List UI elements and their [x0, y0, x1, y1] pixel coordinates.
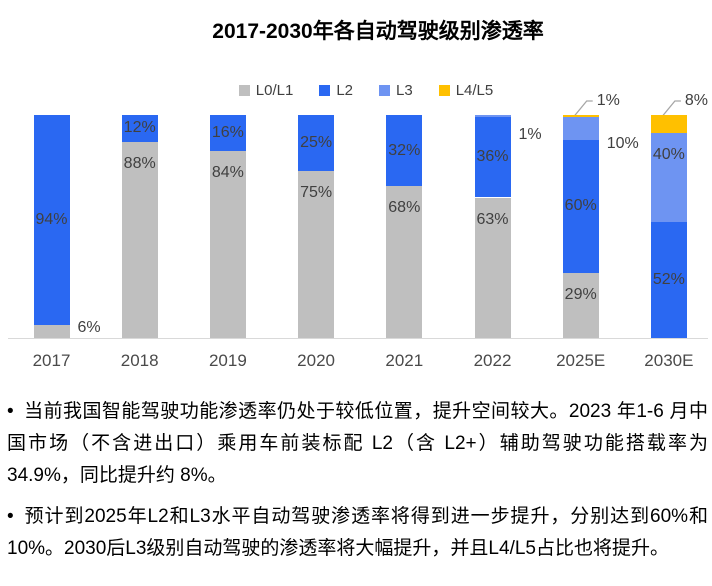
bar-segment-2021-l2: [386, 115, 423, 187]
data-label-2018-l0-l1: 88%: [123, 154, 156, 172]
data-label-2017-l2: 94%: [35, 210, 68, 228]
data-label-2022-l2: 36%: [476, 148, 509, 166]
data-label-2020-l2: 25%: [300, 133, 333, 151]
data-label-2018-l2: 12%: [123, 119, 156, 137]
stacked-bar-chart: 6% 94% 2017 88% 12% 2018 84% 16% 2019 75% 25% 2020 6…: [8, 92, 709, 370]
data-label-2021-l2: 32%: [388, 141, 421, 159]
summary-bullets: • 当前我国智能驾驶功能渗透率仍处于较低位置，提升空间较大。2023 年1-6 月…: [7, 396, 708, 574]
legend-swatch-icon: [438, 85, 450, 96]
bullet-paragraph: • 当前我国智能驾驶功能渗透率仍处于较低位置，提升空间较大。2023 年1-6 月…: [7, 396, 708, 492]
data-label-2030E-l4-l5: 8%: [684, 92, 709, 109]
bullet-text: 当前我国智能驾驶功能渗透率仍处于较低位置，提升空间较大。2023 年1-6 月中…: [7, 401, 708, 486]
legend-swatch-icon: [319, 85, 331, 96]
chart-legend: L0/L1 L2 L3 L4/L5: [20, 82, 712, 99]
bar-segment-2020-l2: [298, 115, 335, 171]
data-label-2020-l0-l1: 75%: [300, 183, 333, 201]
data-label-2019-l0-l1: 84%: [211, 163, 244, 181]
data-label-2025E-l0-l1: 29%: [564, 286, 597, 304]
bar-segment-2022-l3: [474, 115, 511, 118]
legend-label: L2: [336, 82, 353, 99]
x-axis-label-2030E: 2030E: [644, 351, 694, 370]
bar-segment-2017-l0-l1: [33, 324, 70, 338]
bullet-icon: •: [7, 506, 14, 527]
x-axis-label-2022: 2022: [473, 351, 512, 370]
data-label-2022-l0-l1: 63%: [476, 210, 509, 228]
data-label-2019-l2: 16%: [211, 123, 244, 141]
bar-segment-2021-l0-l1: [386, 186, 423, 338]
bullet-icon: •: [7, 401, 14, 422]
bar-segment-2030E-l4-l5: [650, 115, 687, 133]
legend-label: L0/L1: [255, 82, 294, 99]
x-axis-label-2021: 2021: [385, 351, 424, 370]
bar-segment-2030E-l2: [650, 222, 687, 338]
data-label-2022-l3: 1%: [518, 126, 542, 144]
bar-segment-2018-l0-l1: [121, 141, 158, 338]
data-label-2017-l0-l1: 6%: [77, 319, 101, 337]
bar-segment-2019-l0-l1: [209, 150, 246, 338]
legend-swatch-icon: [238, 85, 250, 96]
legend-item-l2: L2: [319, 82, 353, 99]
data-label-2030E-l3: 40%: [652, 145, 685, 163]
bar-segment-2018-l2: [121, 115, 158, 142]
data-label-2030E-l2: 52%: [652, 271, 685, 289]
bar-segment-2025E-l3: [562, 117, 599, 140]
bar-segment-2025E-l4-l5: [562, 115, 599, 118]
chart-title: 2017-2030年各自动驾驶级别渗透率: [212, 20, 544, 43]
bar-segment-2019-l2: [209, 115, 246, 151]
x-axis-label-2020: 2020: [297, 351, 335, 370]
legend-swatch-icon: [379, 85, 390, 96]
data-label-2021-l0-l1: 68%: [388, 199, 421, 217]
legend-item-l0-l1: L0/L1: [238, 82, 294, 99]
legend-item-l4-l5: L4/L5: [438, 82, 494, 99]
bar-segment-2020-l0-l1: [298, 170, 335, 338]
bar-segment-2022-l2: [474, 117, 511, 198]
legend-item-l3: L3: [379, 82, 413, 99]
bar-segment-2025E-l2: [562, 139, 599, 274]
x-axis-label-2017: 2017: [32, 351, 71, 370]
bullet-paragraph: • 预计到2025年L2和L3水平自动驾驶渗透率将得到进一步提升，分别达到60%和…: [7, 501, 708, 565]
data-label-2025E-l2: 60%: [564, 197, 597, 215]
legend-label: L3: [396, 82, 413, 99]
bar-segment-2030E-l3: [650, 132, 687, 223]
x-axis-label-2025E: 2025E: [556, 351, 606, 370]
data-label-2025E-l3: 10%: [606, 135, 639, 153]
x-axis-label-2019: 2019: [208, 351, 247, 370]
legend-label: L4/L5: [455, 82, 494, 99]
x-axis-line: [8, 338, 708, 339]
bullet-text: 预计到2025年L2和L3水平自动驾驶渗透率将得到进一步提升，分别达到60%和1…: [7, 506, 708, 559]
bar-segment-2022-l0-l1: [474, 197, 511, 338]
bar-segment-2025E-l0-l1: [562, 273, 599, 338]
data-label-2025E-l4-l5: 1%: [596, 92, 620, 109]
bar-segment-2017-l2: [33, 115, 70, 325]
x-axis-label-2018: 2018: [120, 351, 159, 370]
